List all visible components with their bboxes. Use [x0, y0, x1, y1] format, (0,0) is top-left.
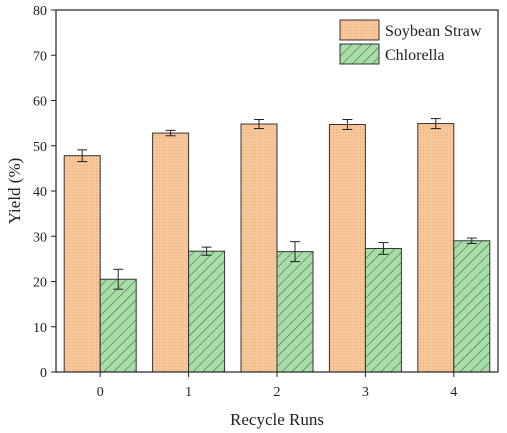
error-bar-chlorella-run-3: [378, 242, 389, 255]
error-bar-chlorella-run-0: [113, 268, 124, 290]
y-tick-label-70: 70: [33, 49, 47, 64]
plot-frame: [55, 9, 499, 373]
y-axis-title: Yield (%): [5, 158, 24, 225]
legend-swatch-soybean-straw: [339, 19, 380, 41]
y-tick-label-50: 50: [33, 140, 47, 155]
legend: Soybean Straw Chlorella: [339, 19, 482, 65]
error-bar-chlorella-run-4: [466, 237, 477, 244]
x-tick-label-1: 1: [185, 385, 192, 400]
y-tick-label-30: 30: [33, 230, 47, 245]
error-bar-soybean-straw-run-0: [77, 149, 88, 163]
error-bar-soybean-straw-run-1: [165, 129, 176, 137]
y-tick-label-60: 60: [33, 95, 47, 110]
error-bar-soybean-straw-run-3: [342, 119, 353, 130]
y-tick-label-10: 10: [33, 321, 47, 336]
error-bar-soybean-straw-run-4: [430, 118, 441, 130]
error-bars-layer: [77, 118, 477, 290]
legend-label-soybean-straw: Soybean Straw: [385, 23, 482, 40]
bar-soybean-straw-run-1: [152, 132, 190, 373]
error-bar-chlorella-run-2: [290, 241, 300, 263]
y-tick-label-20: 20: [33, 276, 47, 291]
legend-swatch-chlorella: [339, 43, 380, 65]
bar-chlorella-run-2: [276, 251, 314, 373]
bar-soybean-straw-run-2: [240, 123, 278, 373]
x-axis-title: Recycle Runs: [230, 410, 324, 429]
bar-chlorella-run-4: [453, 240, 491, 373]
x-tick-label-0: 0: [97, 385, 104, 400]
x-tick-label-4: 4: [450, 385, 457, 400]
error-bar-soybean-straw-run-2: [254, 119, 264, 130]
legend-label-chlorella: Chlorella: [385, 47, 445, 64]
bar-soybean-straw-run-0: [63, 155, 101, 373]
error-bar-chlorella-run-1: [201, 246, 212, 256]
y-tick-label-40: 40: [33, 185, 47, 200]
bar-chlorella-run-1: [188, 250, 226, 373]
x-tick-label-3: 3: [362, 385, 369, 400]
bars-layer: [63, 123, 491, 373]
x-tick-label-2: 2: [274, 385, 281, 400]
bar-soybean-straw-run-4: [417, 123, 455, 373]
bar-chlorella-run-3: [364, 247, 402, 373]
bar-soybean-straw-run-3: [328, 123, 366, 373]
y-tick-label-80: 80: [33, 4, 47, 19]
bar-chlorella-run-0: [99, 278, 137, 373]
y-tick-label-0: 0: [40, 366, 47, 381]
